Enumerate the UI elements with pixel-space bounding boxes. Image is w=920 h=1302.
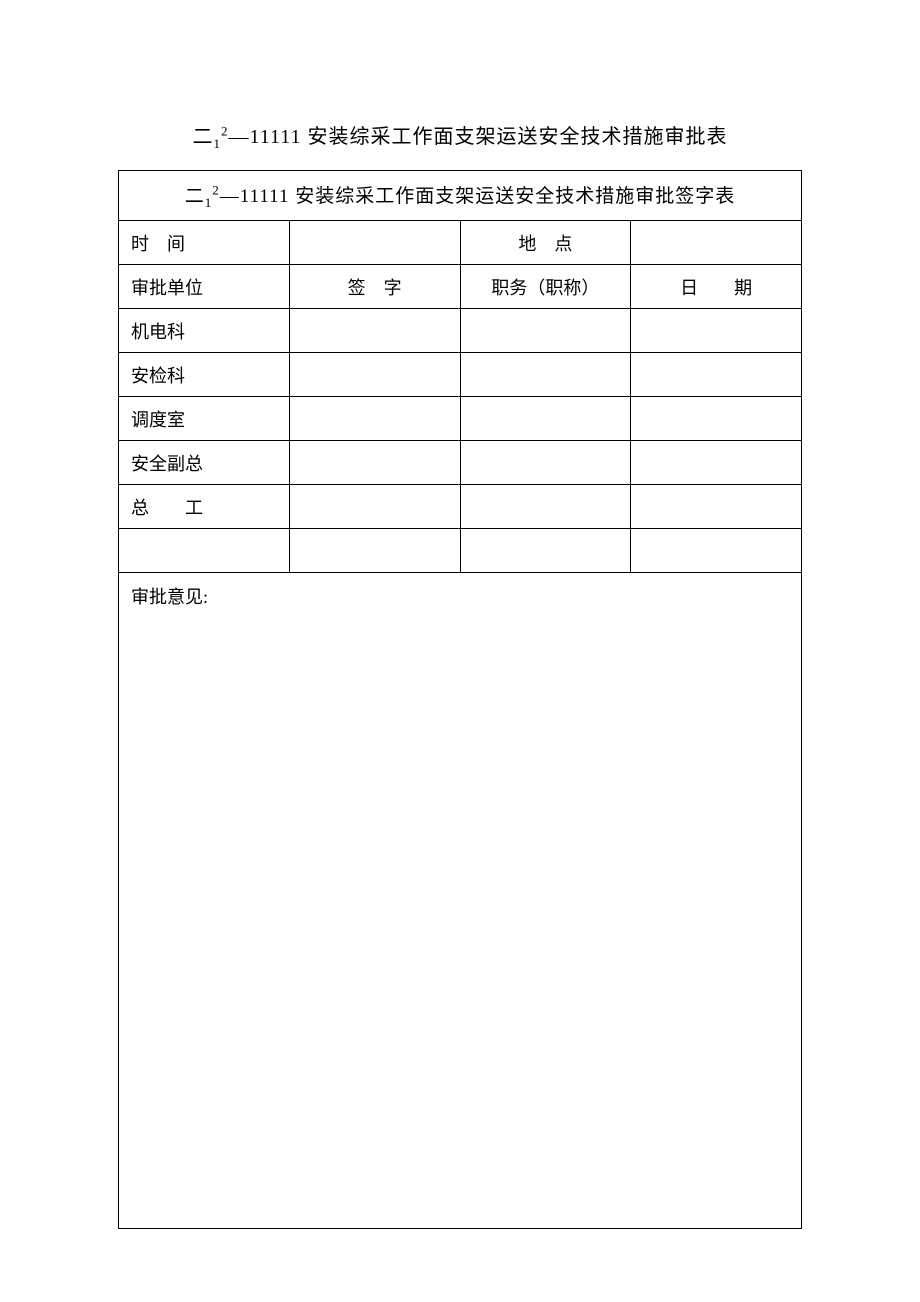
blank-row — [119, 529, 802, 573]
blank-3 — [460, 529, 631, 573]
header-sup: 2 — [212, 182, 220, 197]
zonggong-pos — [460, 485, 631, 529]
jidian-label: 机电科 — [119, 309, 290, 353]
jidian-sign — [289, 309, 460, 353]
table-header-cell: 二12—11111 安装综采工作面支架运送安全技术措施审批签字表 — [119, 171, 802, 221]
jidian-date — [631, 309, 802, 353]
time-location-row: 时 间 地 点 — [119, 221, 802, 265]
diaodu-sign — [289, 397, 460, 441]
zonggong-date — [631, 485, 802, 529]
zonggong-sign — [289, 485, 460, 529]
anjian-label: 安检科 — [119, 353, 290, 397]
header-suffix: 安装综采工作面支架运送安全技术措施审批签字表 — [289, 186, 735, 207]
diaodu-label: 调度室 — [119, 397, 290, 441]
title-sub: 1 — [213, 136, 221, 151]
approval-table: 二12—11111 安装综采工作面支架运送安全技术措施审批签字表 时 间 地 点… — [118, 170, 802, 1229]
title-prefix: 二 — [192, 126, 213, 148]
date-label: 日 期 — [631, 265, 802, 309]
blank-4 — [631, 529, 802, 573]
table-header-row: 二12—11111 安装综采工作面支架运送安全技术措施审批签字表 — [119, 171, 802, 221]
title-dash: — — [228, 126, 249, 148]
page-title: 二12—11111 安装综采工作面支架运送安全技术措施审批表 — [118, 120, 802, 152]
header-dash: — — [220, 186, 240, 207]
anjian-sign — [289, 353, 460, 397]
anquan-label: 安全副总 — [119, 441, 290, 485]
diaodu-row: 调度室 — [119, 397, 802, 441]
location-label: 地 点 — [460, 221, 631, 265]
header-number: 11111 — [240, 186, 290, 207]
anjian-row: 安检科 — [119, 353, 802, 397]
opinion-row: 审批意见: — [119, 573, 802, 1229]
anjian-date — [631, 353, 802, 397]
column-header-row: 审批单位 签 字 职务（职称） 日 期 — [119, 265, 802, 309]
diaodu-pos — [460, 397, 631, 441]
title-suffix: 安装综采工作面支架运送安全技术措施审批表 — [302, 126, 728, 148]
jidian-pos — [460, 309, 631, 353]
location-value — [631, 221, 802, 265]
zonggong-row: 总 工 — [119, 485, 802, 529]
diaodu-date — [631, 397, 802, 441]
anquan-sign — [289, 441, 460, 485]
jidian-row: 机电科 — [119, 309, 802, 353]
anjian-pos — [460, 353, 631, 397]
opinion-cell: 审批意见: — [119, 573, 802, 1229]
header-prefix: 二 — [185, 186, 205, 207]
blank-2 — [289, 529, 460, 573]
opinion-label: 审批意见: — [131, 587, 208, 607]
time-value — [289, 221, 460, 265]
approval-unit-label: 审批单位 — [119, 265, 290, 309]
anquan-row: 安全副总 — [119, 441, 802, 485]
anquan-date — [631, 441, 802, 485]
title-number: 11111 — [249, 126, 301, 148]
anquan-pos — [460, 441, 631, 485]
blank-1 — [119, 529, 290, 573]
position-label: 职务（职称） — [460, 265, 631, 309]
zonggong-label: 总 工 — [119, 485, 290, 529]
time-label: 时 间 — [119, 221, 290, 265]
signature-label: 签 字 — [289, 265, 460, 309]
